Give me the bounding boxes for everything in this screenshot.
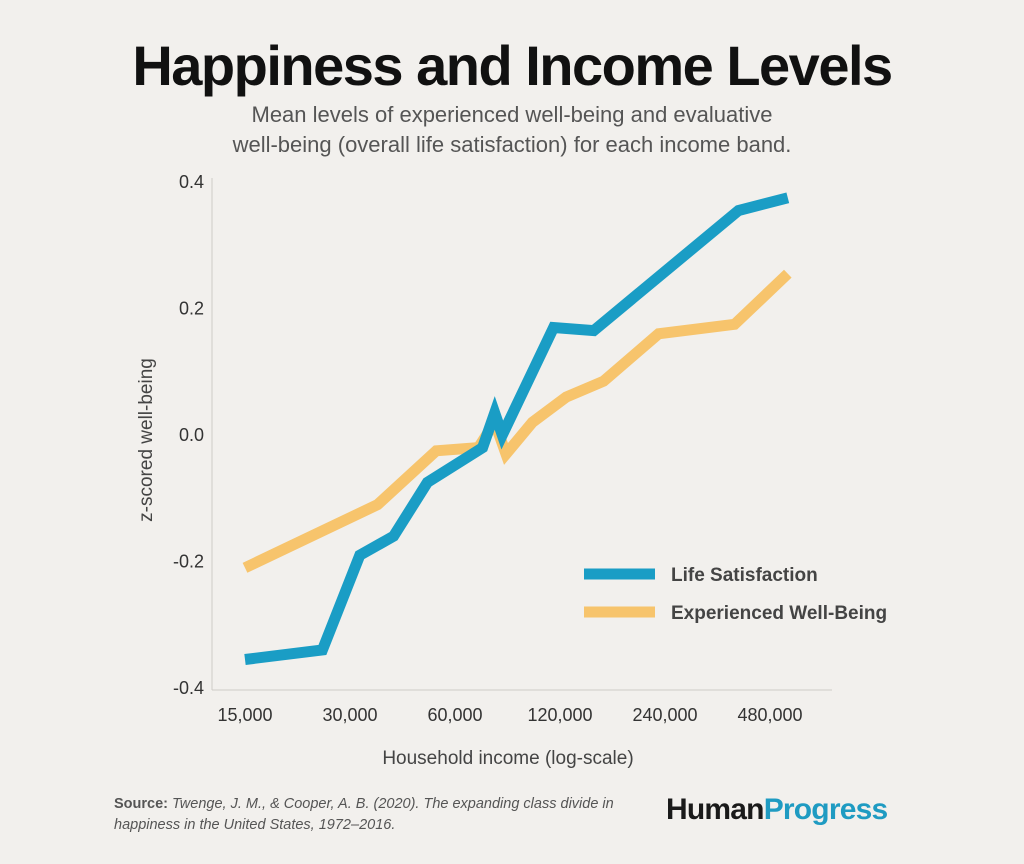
series-line-life-satisfaction — [244, 192, 790, 665]
x-axis-label: Household income (log-scale) — [382, 748, 633, 769]
y-tick-label: -0.2 — [173, 552, 204, 572]
x-tick-label: 480,000 — [737, 705, 802, 725]
source-label: Source: — [114, 796, 168, 812]
series-line-experienced-well-being — [242, 269, 792, 573]
x-tick-label: 240,000 — [632, 705, 697, 725]
axes: -0.4 -0.2 0.0 0.2 0.4 15,000 30,000 60,000 120,0… — [136, 172, 832, 769]
legend-label-life-satisfaction: Life Satisfaction — [671, 565, 818, 586]
x-tick-label: 60,000 — [427, 705, 482, 725]
series-layer — [242, 192, 792, 665]
x-tick-label: 30,000 — [322, 705, 377, 725]
x-tick-label: 120,000 — [527, 705, 592, 725]
logo-part-human: Human — [666, 793, 764, 826]
chart-title: Happiness and Income Levels — [132, 34, 893, 97]
humanprogress-logo: HumanProgress — [666, 792, 888, 828]
legend: Life Satisfaction Experienced Well-Being — [584, 565, 887, 624]
x-tick-label: 15,000 — [217, 705, 272, 725]
chart-subtitle: Mean levels of experienced well-being an… — [0, 100, 1024, 160]
y-axis-label: z-scored well-being — [136, 358, 157, 522]
y-tick-label: -0.4 — [173, 678, 204, 698]
legend-label-experienced-well-being: Experienced Well-Being — [671, 603, 887, 624]
y-tick-label: 0.0 — [179, 425, 204, 445]
source-citation: Twenge, J. M., & Cooper, A. B. (2020). T… — [114, 796, 614, 833]
y-tick-label: 0.4 — [179, 172, 204, 192]
y-tick-label: 0.2 — [179, 299, 204, 319]
subtitle-line-2: well-being (overall life satisfaction) f… — [232, 132, 792, 157]
subtitle-line-1: Mean levels of experienced well-being an… — [251, 102, 773, 127]
source-note: Source: Twenge, J. M., & Cooper, A. B. (… — [114, 794, 674, 836]
logo-part-progress: Progress — [763, 793, 888, 826]
